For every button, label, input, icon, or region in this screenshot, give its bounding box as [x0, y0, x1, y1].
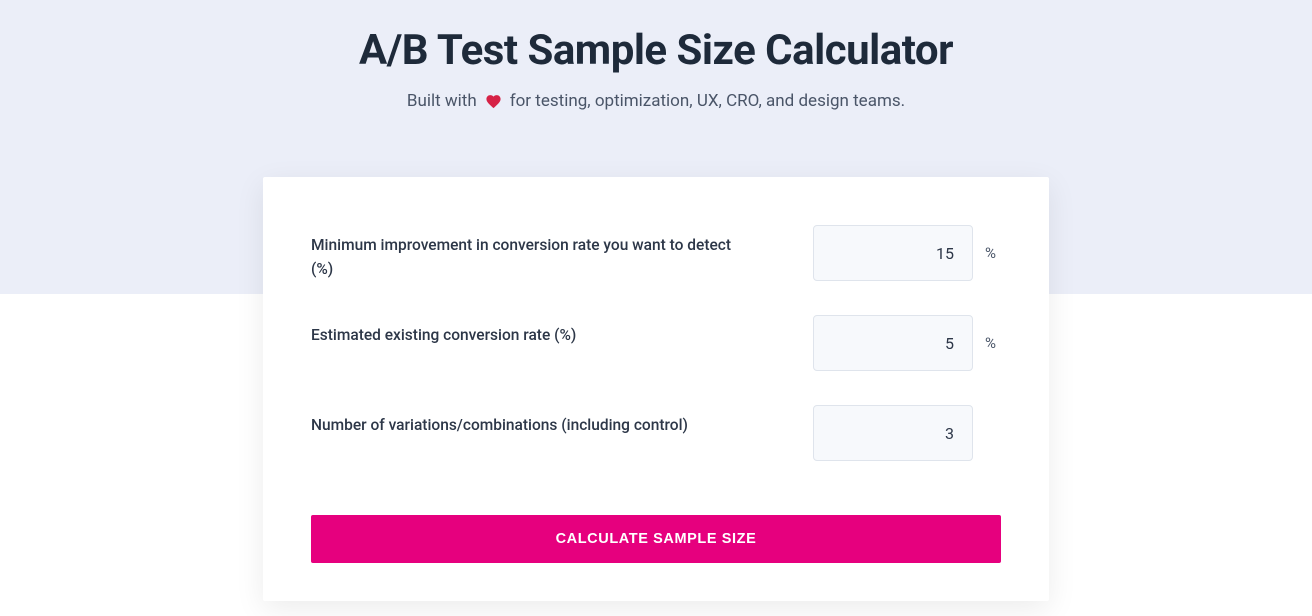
- conversion-input[interactable]: [813, 315, 973, 371]
- variations-input-wrap: [813, 405, 1001, 461]
- calculator-card: Minimum improvement in conversion rate y…: [263, 177, 1049, 601]
- heart-icon: [485, 93, 502, 110]
- variations-label: Number of variations/combinations (inclu…: [311, 405, 741, 437]
- subtitle-suffix: for testing, optimization, UX, CRO, and …: [510, 91, 905, 111]
- improvement-unit: %: [985, 244, 1001, 262]
- variations-input[interactable]: [813, 405, 973, 461]
- page-title: A/B Test Sample Size Calculator: [359, 26, 953, 75]
- improvement-label: Minimum improvement in conversion rate y…: [311, 225, 741, 281]
- page-subtitle: Built with for testing, optimization, UX…: [407, 91, 905, 111]
- subtitle-prefix: Built with: [407, 91, 477, 111]
- calculate-button[interactable]: CALCULATE SAMPLE SIZE: [311, 515, 1001, 563]
- field-row-variations: Number of variations/combinations (inclu…: [311, 405, 1001, 461]
- improvement-input-wrap: %: [813, 225, 1001, 281]
- improvement-input[interactable]: [813, 225, 973, 281]
- conversion-input-wrap: %: [813, 315, 1001, 371]
- conversion-unit: %: [985, 334, 1001, 352]
- main-container: A/B Test Sample Size Calculator Built wi…: [0, 0, 1312, 601]
- field-row-conversion: Estimated existing conversion rate (%) %: [311, 315, 1001, 371]
- field-row-improvement: Minimum improvement in conversion rate y…: [311, 225, 1001, 281]
- conversion-label: Estimated existing conversion rate (%): [311, 315, 741, 347]
